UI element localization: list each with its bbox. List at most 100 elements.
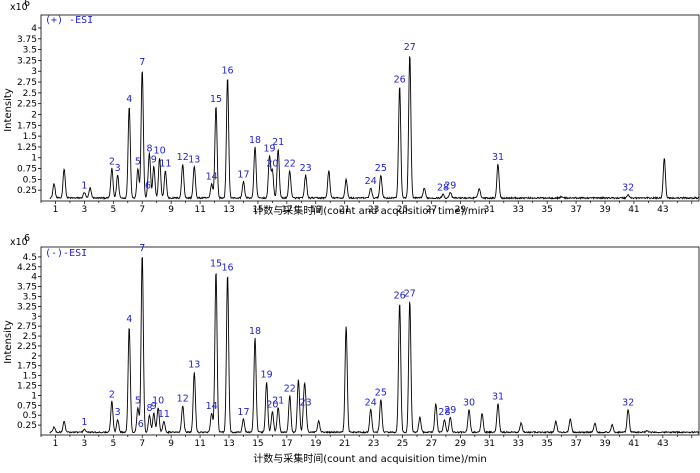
x-tick-label: 13 [223,205,234,215]
y-axis: 0.250.50.7511.251.51.7522.252.52.7533.25… [17,253,41,431]
y-tick-label: 0.5 [23,175,37,185]
peak-label: 24 [365,397,377,408]
peak-label: 24 [365,176,377,187]
x-tick-label: 15 [252,439,263,449]
peak-label: 26 [394,74,406,85]
peak-label: 15 [210,94,222,105]
peak-label: 17 [237,407,249,418]
peak-label: 13 [188,154,200,165]
y-tick-label: 0.25 [17,421,37,431]
x-tick-label: 35 [541,205,552,215]
x-axis-label: 计数与采集时间(count and acquisition time)/min [253,452,486,465]
y-tick-label: 3 [31,67,37,77]
x-tick-label: 43 [657,205,668,215]
peak-label: 7 [139,57,145,68]
chart-panel-negative: x10 6 (-)-ESI Intensity 计数与采集时间(count an… [3,233,700,465]
mode-label: (-)-ESI [45,248,87,259]
peak-label: 7 [139,243,145,254]
y-axis-label: Intensity [3,320,14,364]
mode-label: (+) -ESI [45,15,93,26]
y-tick-label: 1.25 [17,143,37,153]
x-tick-label: 29 [455,205,467,215]
peak-label: 14 [206,401,218,412]
chart-panel-positive: x10 6 (+) -ESI Intensity 计数与采集时间(count a… [3,0,700,217]
chromatogram-trace [49,257,700,435]
peak-label: 5 [135,157,141,168]
y-tick-label: 3.25 [17,56,37,66]
x-tick-label: 35 [541,439,552,449]
y-exponent-base: x10 [10,2,28,13]
x-tick-label: 15 [252,205,263,215]
x-tick-label: 27 [426,205,437,215]
chromatogram-line [49,56,700,201]
y-tick-label: 3.5 [23,46,37,56]
y-tick-label: 2.75 [17,322,37,332]
plot-frame [40,14,700,202]
peak-label: 11 [159,159,171,170]
peak-label: 1 [81,180,87,191]
x-tick-label: 1 [53,205,59,215]
peak-label: 6 [138,419,144,430]
chromatogram-line [49,257,700,435]
x-tick-label: 33 [513,205,524,215]
peak-label: 20 [266,399,278,410]
x-tick-label: 31 [484,205,495,215]
x-tick-label: 41 [628,205,639,215]
peak-label: 27 [404,288,416,299]
x-tick-label: 21 [339,439,350,449]
x-tick-label: 9 [168,205,174,215]
peak-label: 1 [81,417,87,428]
x-tick-label: 13 [223,439,234,449]
x-tick-label: 11 [194,205,205,215]
y-tick-label: 1.75 [17,121,37,131]
peak-label: 21 [272,137,284,148]
x-tick-label: 27 [426,439,437,449]
x-tick-label: 25 [397,205,408,215]
x-axis: 1 3 5 7 9 11 13 15 17 19 21 23 25 27 29 31 33 35 37 39 41 43 [40,201,693,215]
y-tick-label: 0.5 [23,411,37,421]
peak-label: 23 [300,397,312,408]
peak-label: 26 [394,290,406,301]
x-tick-label: 39 [599,439,611,449]
y-tick-label: 2.75 [17,78,37,88]
y-tick-label: 4 [31,24,37,34]
x-tick-label: 19 [310,439,322,449]
x-tick-label: 9 [168,439,174,449]
x-tick-label: 3 [82,205,88,215]
peak-label: 25 [375,163,387,174]
y-exponent: 6 [24,233,30,244]
y-tick-label: 2.5 [23,89,37,99]
x-tick-label: 1 [53,439,59,449]
y-tick-label: 1 [31,154,37,164]
peak-label: 19 [263,144,275,155]
x-tick-label: 21 [339,205,350,215]
peak-label: 16 [222,66,234,77]
y-tick-label: 0.75 [17,165,37,175]
peak-label: 13 [188,360,200,371]
y-tick-label: 3 [31,312,37,322]
x-tick-label: 19 [310,205,322,215]
x-tick-label: 11 [194,439,205,449]
peak-label: 29 [444,405,456,416]
y-tick-label: 1.75 [17,362,37,372]
x-axis: 1 3 5 7 9 11 13 15 17 19 21 23 25 27 29 31 33 35 37 39 41 43 [40,435,693,449]
peak-label: 23 [300,163,312,174]
peak-label: 9 [151,154,157,165]
peak-label: 20 [266,159,278,170]
x-tick-label: 3 [82,439,88,449]
peak-label: 12 [177,152,189,163]
peak-label: 11 [158,409,170,420]
x-tick-label: 5 [110,439,116,449]
y-axis: 0.250.50.7511.251.51.7522.252.52.7533.25… [17,24,41,196]
peak-label: 8 [146,403,152,414]
peak-label: 10 [152,395,164,406]
y-tick-label: 3.75 [17,283,37,293]
peak-label: 32 [622,183,634,194]
y-tick-label: 0.25 [17,186,37,196]
y-tick-label: 4.25 [17,263,37,273]
x-tick-label: 5 [110,205,116,215]
